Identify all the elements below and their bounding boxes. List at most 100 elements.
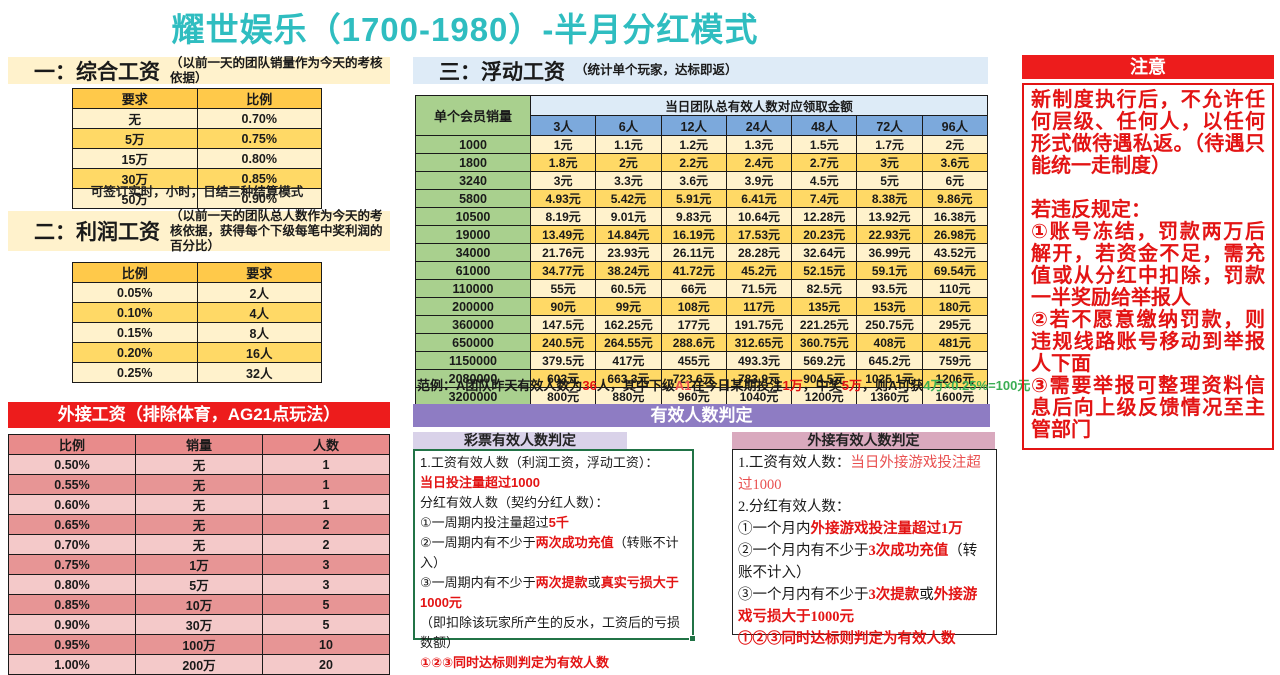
table-row: 0.55% 无 1 <box>8 474 390 495</box>
table-cell: 221.25元 <box>791 315 858 334</box>
table-cell: 312.65元 <box>725 333 793 352</box>
notice-header: 注意 <box>1022 55 1274 79</box>
table-header-row: 比例 销量 人数 <box>8 434 390 455</box>
table-cell: 264.55元 <box>595 333 662 352</box>
text-line: 当日投注量超过1000 <box>420 473 687 493</box>
lottery-judgement-panel: 1.工资有效人数（利润工资，浮动工资）： 当日投注量超过1000 分红有效人数（契约… <box>413 449 696 670</box>
table-cell: 759元 <box>921 351 989 370</box>
text-segment: 外接游戏投注量超过1万 <box>810 521 963 537</box>
table-cell: 1.1元 <box>595 135 662 154</box>
table-cell: 1 <box>262 494 390 515</box>
table-cell: 1000 <box>415 135 531 154</box>
table-row: 10500 8.19元 9.01元 9.83元 10.64元 12.28元 13.92元 16… <box>415 207 989 226</box>
text-line: 1.工资有效人数（利润工资，浮动工资）： <box>420 453 687 473</box>
table-cell: 20 <box>262 654 390 675</box>
table-cell: 3.9元 <box>725 171 793 190</box>
text-segment: A1 <box>674 378 692 393</box>
table-cell: 36.99元 <box>856 243 923 262</box>
notice-paragraph: ①账号冻结，罚款两万后解开，若资金不足，需充值或从分红中扣除，罚款一半奖励给举报… <box>1031 221 1265 309</box>
text-segment: 外接游戏亏损大于1000元 <box>738 587 978 625</box>
table-cell: 0.70% <box>8 534 136 555</box>
table-cell: 8.19元 <box>529 207 597 226</box>
table-row: 30万 0.85% <box>72 168 322 189</box>
column-header: 24人 <box>725 115 793 136</box>
text-line: ①一个月内外接游戏投注量超过1万 <box>738 518 991 540</box>
table-cell: 110000 <box>415 279 531 298</box>
table-cell: 3200000 <box>415 387 531 406</box>
table-cell: 59.1元 <box>856 261 923 280</box>
table-cell: 10500 <box>415 207 531 226</box>
table-cell: 3.6元 <box>660 171 727 190</box>
text-segment: 3次提款 <box>868 587 920 603</box>
table-row: 50万 0.90% <box>72 188 322 209</box>
table-cell: 69.54元 <box>921 261 989 280</box>
column-header: 要求 <box>196 262 322 283</box>
section-floating-salary-header: 三：浮动工资 （统计单个玩家，达标即返） <box>413 57 988 84</box>
table-cell: 43.52元 <box>921 243 989 262</box>
table-cell: 52.15元 <box>791 261 858 280</box>
table-cell: 6元 <box>921 171 989 190</box>
table-row: 19000 13.49元 14.84元 16.19元 17.53元 20.23元 22.93… <box>415 225 989 244</box>
table-cell: 10万 <box>135 594 263 615</box>
column-header: 要求 <box>72 88 198 109</box>
table-cell: 5 <box>262 594 390 615</box>
table-cell: 32.64元 <box>791 243 858 262</box>
column-header: 比例 <box>196 88 322 109</box>
table-cell: 0.85% <box>8 594 136 615</box>
table-cell: 200000 <box>415 297 531 316</box>
text-segment: ②一个月内有不少于 <box>738 543 869 559</box>
table-cell: 26.98元 <box>921 225 989 244</box>
table-cell: 117元 <box>725 297 793 316</box>
text-segment: 4万×0.25%=100元 <box>923 378 1031 393</box>
text-line: ②一周期内有不少于两次成功充值（转账不计入） <box>420 533 687 573</box>
table-cell: 3元 <box>856 153 923 172</box>
section-heading: 二：利润工资 <box>34 221 160 244</box>
column-header: 72人 <box>856 115 923 136</box>
table-cell: 108元 <box>660 297 727 316</box>
text-line: ①②③同时达标则判定为有效人数 <box>738 628 991 650</box>
text-line: ③一周期内有不少于两次提款或真实亏损大于1000元 <box>420 573 687 613</box>
table-cell: 无 <box>72 108 198 129</box>
table-cell: 295元 <box>921 315 989 334</box>
text-segment: ②一周期内有不少于 <box>420 535 536 550</box>
table-cell: 645.2元 <box>856 351 923 370</box>
example-note: 范例：A团队昨天有效人数为36人，其中下级A1在今日某期投注1万，中奖5万，则A… <box>417 375 1030 394</box>
table-cell: 1.5元 <box>791 135 858 154</box>
table-cell: 1025.1元 <box>856 369 923 388</box>
table-cell: 3元 <box>529 171 597 190</box>
text-segment: 真实亏损大于1000元 <box>420 575 679 610</box>
table-cell: 0.90% <box>8 614 136 635</box>
table-row: 0.85% 10万 5 <box>8 594 390 615</box>
table-cell: 250.75元 <box>856 315 923 334</box>
table-cell: 5万 <box>72 128 198 149</box>
table-row: 1.00% 200万 20 <box>8 654 390 675</box>
table-cell: 2元 <box>595 153 662 172</box>
table-cell: 408元 <box>856 333 923 352</box>
notice-box: 新制度执行后，不允许任何层级、任何人，以任何形式做待遇私返。（待遇只能统一走制度… <box>1022 83 1274 450</box>
table-row: 0.25% 32人 <box>72 362 322 383</box>
table-cell: 13.92元 <box>856 207 923 226</box>
table-row: 0.50% 无 1 <box>8 454 390 475</box>
table-cell: 191.75元 <box>725 315 793 334</box>
table-cell: 15万 <box>72 148 198 169</box>
table-cell: 2人 <box>196 282 322 303</box>
table-cell: 379.5元 <box>529 351 597 370</box>
table-cell: 34000 <box>415 243 531 262</box>
section-heading: 三：浮动工资 <box>439 60 565 84</box>
table-cell: 2元 <box>921 135 989 154</box>
table-cell: 5.42元 <box>595 189 662 208</box>
table-cell: 90元 <box>529 297 597 316</box>
section-note: （统计单个玩家，达标即返） <box>575 63 738 77</box>
table-cell: 493.3元 <box>725 351 793 370</box>
table-row: 0.65% 无 2 <box>8 514 390 535</box>
table-cell: 0.15% <box>72 322 198 343</box>
table-row: 15万 0.80% <box>72 148 322 169</box>
table-cell: 8人 <box>196 322 322 343</box>
column-header: 销量 <box>135 434 263 455</box>
text-segment: 1万 <box>782 378 803 393</box>
table-cell: 7.4元 <box>791 189 858 208</box>
table-cell: 5.91元 <box>660 189 727 208</box>
table-cell: 1150000 <box>415 351 531 370</box>
floating-salary-table: 单个会员销量 当日团队总有效人数对应领取金额 3人 6人 12人 24人 48人… <box>415 95 989 406</box>
table-cell: 650000 <box>415 333 531 352</box>
